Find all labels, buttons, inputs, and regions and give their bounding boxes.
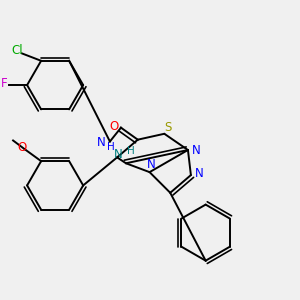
Text: H: H	[127, 146, 134, 157]
Text: N: N	[97, 136, 106, 149]
Text: O: O	[109, 120, 118, 133]
Text: S: S	[164, 121, 172, 134]
Text: H: H	[107, 142, 115, 152]
Text: N: N	[195, 167, 203, 180]
Text: F: F	[1, 77, 8, 90]
Text: Cl: Cl	[12, 44, 23, 57]
Text: N: N	[147, 158, 155, 171]
Text: O: O	[17, 141, 27, 154]
Text: N: N	[114, 148, 123, 161]
Text: N: N	[192, 143, 201, 157]
